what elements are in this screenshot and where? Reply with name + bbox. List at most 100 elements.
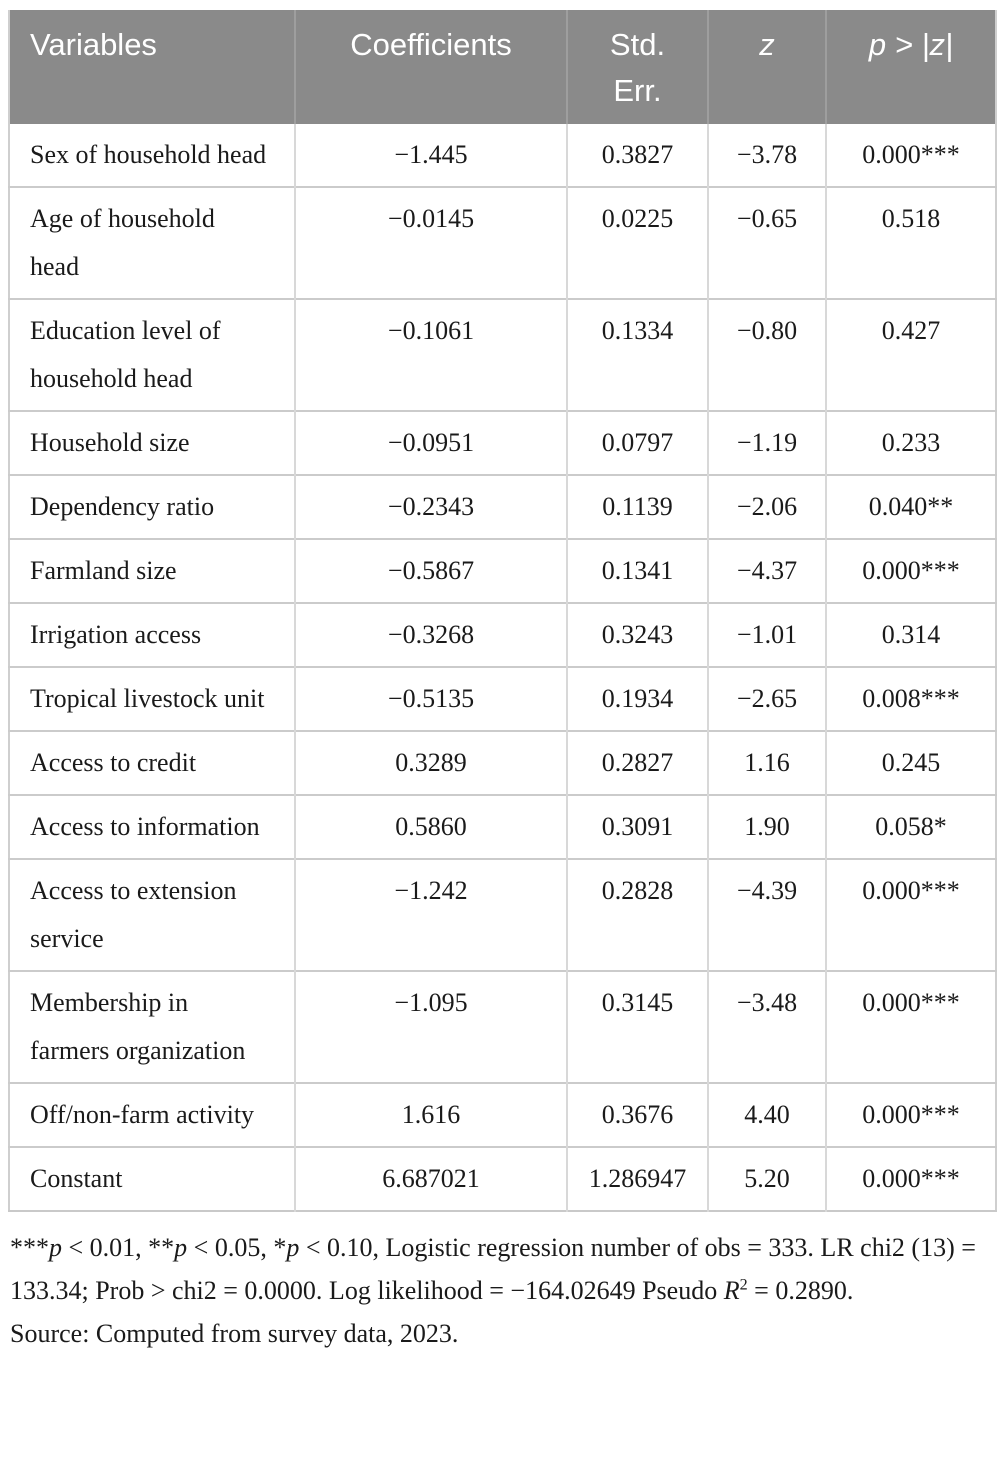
coefficient-cell: −0.0145	[295, 186, 568, 299]
coefficient-cell: 0.5860	[295, 794, 568, 859]
variable-name-cell: Age of household head	[9, 186, 296, 299]
variable-name-cell: Access to credit	[9, 730, 296, 795]
p-value-cell: 0.000***	[826, 1146, 996, 1211]
table-row: Sex of household head −1.445 0.3827 −3.7…	[9, 124, 996, 187]
std-err-cell: 0.3091	[567, 794, 709, 859]
footnote-segment: p	[174, 1233, 188, 1262]
std-err-cell: 0.1334	[567, 298, 709, 411]
footnote-segment: p	[286, 1233, 300, 1262]
header-row: Variables Coefficients Std. Err. z p > |…	[9, 10, 996, 124]
z-value-cell: −0.80	[708, 298, 827, 411]
std-err-cell: 1.286947	[567, 1146, 709, 1211]
z-value-cell: −4.39	[708, 858, 827, 971]
z-value-cell: 4.40	[708, 1082, 827, 1147]
coefficient-cell: −1.095	[295, 970, 568, 1083]
table-row: Access to information 0.5860 0.3091 1.90…	[9, 794, 996, 859]
footnote-significance-text: ***p < 0.01, **p < 0.05, *p < 0.10, Logi…	[10, 1226, 993, 1312]
z-value-cell: −0.65	[708, 186, 827, 299]
z-value-cell: −2.06	[708, 474, 827, 539]
std-err-cell: 0.3827	[567, 124, 709, 187]
table-row: Farmland size −0.5867 0.1341 −4.37 0.000…	[9, 538, 996, 603]
z-value-cell: −1.01	[708, 602, 827, 667]
std-err-cell: 0.2827	[567, 730, 709, 795]
logistic-regression-results-table: Variables Coefficients Std. Err. z p > |…	[8, 10, 997, 1212]
regression-table-page: Variables Coefficients Std. Err. z p > |…	[8, 10, 997, 1355]
coefficient-cell: −0.2343	[295, 474, 568, 539]
z-value-cell: 5.20	[708, 1146, 827, 1211]
table-body: Sex of household head −1.445 0.3827 −3.7…	[9, 124, 996, 1211]
column-header-coefficients: Coefficients	[295, 10, 568, 124]
variable-name-cell: Access to information	[9, 794, 296, 859]
p-value-cell: 0.000***	[826, 858, 996, 971]
footnote-segment: R	[723, 1276, 740, 1305]
coefficient-cell: −0.5867	[295, 538, 568, 603]
variable-name-cell: Sex of household head	[9, 124, 296, 187]
column-header-variables: Variables	[9, 10, 296, 124]
coefficient-cell: 0.3289	[295, 730, 568, 795]
coefficient-cell: −1.242	[295, 858, 568, 971]
p-value-cell: 0.040**	[826, 474, 996, 539]
table-row: Constant 6.687021 1.286947 5.20 0.000***	[9, 1146, 996, 1211]
table-row: Dependency ratio −0.2343 0.1139 −2.06 0.…	[9, 474, 996, 539]
table-header: Variables Coefficients Std. Err. z p > |…	[9, 10, 996, 124]
z-value-cell: −1.19	[708, 410, 827, 475]
p-value-cell: 0.000***	[826, 124, 996, 187]
coefficient-cell: 1.616	[295, 1082, 568, 1147]
p-value-cell: 0.058*	[826, 794, 996, 859]
variable-name-cell: Tropical livestock unit	[9, 666, 296, 731]
variable-name-cell: Off/non-farm activity	[9, 1082, 296, 1147]
footnote-segment: < 0.01, **	[62, 1233, 175, 1262]
variable-name-cell: Household size	[9, 410, 296, 475]
table-row: Irrigation access −0.3268 0.3243 −1.01 0…	[9, 602, 996, 667]
std-err-cell: 0.3676	[567, 1082, 709, 1147]
footnote-segment: ***	[10, 1233, 49, 1262]
variable-name-cell: Dependency ratio	[9, 474, 296, 539]
coefficient-cell: −0.3268	[295, 602, 568, 667]
table-row: Access to extension service −1.242 0.282…	[9, 858, 996, 971]
p-value-cell: 0.427	[826, 298, 996, 411]
z-value-cell: 1.16	[708, 730, 827, 795]
table-footnote: ***p < 0.01, **p < 0.05, *p < 0.10, Logi…	[8, 1226, 995, 1355]
table-row: Education level of household head −0.106…	[9, 298, 996, 411]
std-err-cell: 0.0225	[567, 186, 709, 299]
table-row: Off/non-farm activity 1.616 0.3676 4.40 …	[9, 1082, 996, 1147]
z-value-cell: −2.65	[708, 666, 827, 731]
coefficient-cell: −0.0951	[295, 410, 568, 475]
std-err-cell: 0.0797	[567, 410, 709, 475]
std-err-cell: 0.1139	[567, 474, 709, 539]
std-err-cell: 0.3145	[567, 970, 709, 1083]
p-value-cell: 0.000***	[826, 538, 996, 603]
std-err-cell: 0.1934	[567, 666, 709, 731]
coefficient-cell: −0.5135	[295, 666, 568, 731]
footnote-segment: = 0.2890.	[747, 1276, 854, 1305]
variable-name-cell: Access to extension service	[9, 858, 296, 971]
footnote-segment: < 0.10, Logistic regression number of ob…	[10, 1233, 976, 1305]
table-row: Tropical livestock unit −0.5135 0.1934 −…	[9, 666, 996, 731]
coefficient-cell: −1.445	[295, 124, 568, 187]
footnote-segment: < 0.05, *	[187, 1233, 287, 1262]
table-row: Age of household head −0.0145 0.0225 −0.…	[9, 186, 996, 299]
footnote-segment: 2	[739, 1276, 748, 1294]
variable-name-cell: Education level of household head	[9, 298, 296, 411]
variable-name-cell: Membership in farmers organization	[9, 970, 296, 1083]
column-header-z: z	[708, 10, 827, 124]
p-value-cell: 0.000***	[826, 970, 996, 1083]
coefficient-cell: −0.1061	[295, 298, 568, 411]
table-row: Access to credit 0.3289 0.2827 1.16 0.24…	[9, 730, 996, 795]
p-value-cell: 0.245	[826, 730, 996, 795]
std-err-cell: 0.1341	[567, 538, 709, 603]
variable-name-cell: Constant	[9, 1146, 296, 1211]
table-row: Household size −0.0951 0.0797 −1.19 0.23…	[9, 410, 996, 475]
std-err-cell: 0.3243	[567, 602, 709, 667]
coefficient-cell: 6.687021	[295, 1146, 568, 1211]
column-header-std-err: Std. Err.	[567, 10, 709, 124]
p-value-cell: 0.233	[826, 410, 996, 475]
z-value-cell: −3.78	[708, 124, 827, 187]
footnote-source-text: Source: Computed from survey data, 2023.	[10, 1319, 459, 1348]
p-value-cell: 0.518	[826, 186, 996, 299]
z-value-cell: 1.90	[708, 794, 827, 859]
z-value-cell: −4.37	[708, 538, 827, 603]
footnote-segment: p	[49, 1233, 62, 1262]
p-value-cell: 0.314	[826, 602, 996, 667]
variable-name-cell: Irrigation access	[9, 602, 296, 667]
